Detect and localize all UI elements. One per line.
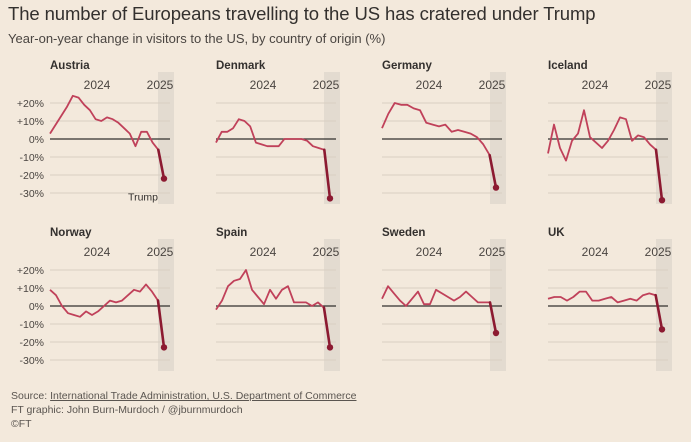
chart-title: The number of Europeans travelling to th… [8,3,596,24]
germany-x-tick-label: 2025 [479,78,506,92]
uk-x-tick-label: 2024 [582,245,609,259]
norway-series-line [49,283,159,318]
y-tick-label: +10% [17,116,44,128]
iceland-x-tick-label: 2025 [645,78,672,92]
source-note: Source: International Trade Administrati… [11,390,357,403]
uk-endpoint [658,326,666,333]
denmark-x-tick-label: 2024 [250,78,277,92]
sweden-latest-drop [488,301,498,335]
sweden-x-tick-label: 2025 [479,245,506,259]
spain-panel-title: Spain [216,227,247,239]
y-tick-label: -10% [19,152,44,164]
uk-highlight-band [656,239,672,371]
iceland-highlight-band [656,72,672,204]
y-tick-label: +20% [17,265,44,277]
austria-latest-drop [157,148,166,180]
iceland-endpoint [658,197,666,204]
austria-series-line [49,94,160,151]
austria-panel-title: Austria [50,60,90,72]
denmark-latest-drop [322,148,332,200]
iceland-panel-title: Iceland [548,60,588,72]
sweden-x-tick-label: 2024 [416,245,443,259]
chart-subtitle: Year-on-year change in visitors to the U… [8,31,386,46]
germany-latest-drop [488,153,498,189]
germany-x-tick-label: 2024 [416,78,443,92]
y-tick-label: -20% [19,170,44,182]
spain-latest-drop [322,306,332,349]
germany-panel-title: Germany [382,60,432,72]
spain-endpoint [326,344,334,351]
austria-annotation: Trump [128,192,158,204]
germany-series-line [381,102,491,156]
sweden-panel-title: Sweden [382,227,425,239]
uk-latest-drop [654,293,664,331]
uk-x-tick-label: 2025 [645,245,672,259]
iceland-series-line [547,109,657,162]
denmark-endpoint [326,195,334,202]
austria-endpoint [160,175,168,182]
austria-x-tick-label: 2024 [84,78,111,92]
norway-x-tick-label: 2025 [147,245,174,259]
graphic-credit: FT graphic: John Burn-Murdoch / @jburnmu… [11,404,243,416]
y-tick-label: -30% [19,355,44,367]
sweden-series-line [381,285,490,307]
y-tick-label: -10% [19,319,44,331]
denmark-series-line [215,118,325,151]
sweden-endpoint [492,329,500,337]
y-tick-label: 0% [29,301,44,313]
y-tick-label: +20% [17,98,44,110]
y-tick-label: -20% [19,337,44,349]
austria-x-tick-label: 2025 [147,78,174,92]
norway-x-tick-label: 2024 [84,245,111,259]
spain-series-line [215,269,325,311]
y-tick-label: -30% [19,188,44,200]
sweden-highlight-band [490,239,506,371]
norway-latest-drop [156,299,166,349]
norway-endpoint [160,344,168,351]
denmark-panel-title: Denmark [216,60,266,72]
iceland-latest-drop [654,148,664,202]
spain-x-tick-label: 2024 [250,245,277,259]
y-tick-label: +10% [17,283,44,295]
norway-panel-title: Norway [50,227,92,239]
uk-series-line [547,290,656,304]
germany-endpoint [492,184,500,191]
copyright: ©FT [11,418,32,430]
source-prefix: Source: [11,390,51,402]
y-tick-label: 0% [29,134,44,146]
iceland-x-tick-label: 2024 [582,78,609,92]
uk-panel-title: UK [548,227,565,239]
denmark-x-tick-label: 2025 [313,78,340,92]
source-link[interactable]: International Trade Administration, U.S.… [50,390,357,402]
spain-x-tick-label: 2025 [313,245,340,259]
